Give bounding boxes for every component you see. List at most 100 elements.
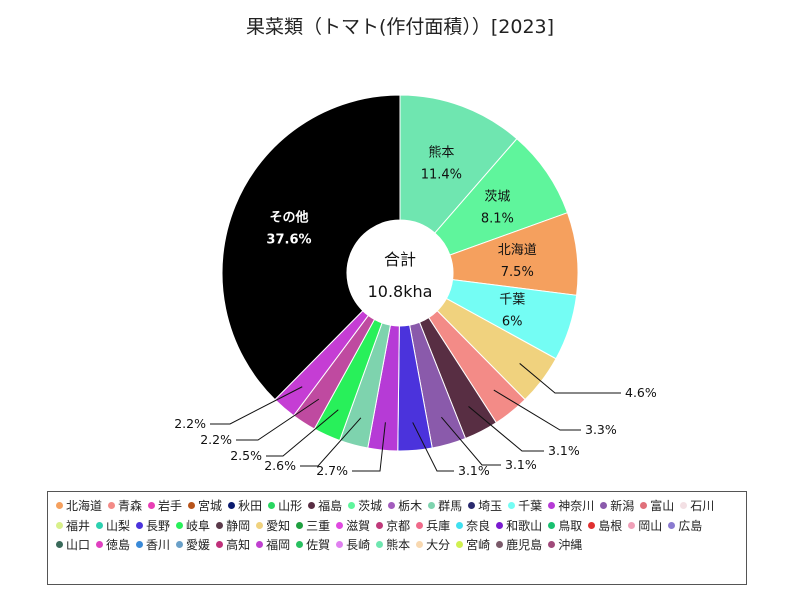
legend-label: 神奈川 [558,499,595,514]
legend-label: 鹿児島 [506,538,543,553]
leader-line [519,363,621,394]
legend-label: 滋賀 [346,518,371,533]
legend-label: 岡山 [638,518,663,533]
legend-item: 神奈川 [548,496,594,516]
legend-item: 徳島 [96,535,130,555]
legend-item: 京都 [376,516,410,536]
legend-item: 奈良 [456,516,490,536]
legend-swatch [496,541,504,549]
slice-name-label: 茨城 [484,189,510,204]
chart-title: 果菜類（トマト(作付面積））[2023] [245,16,555,38]
center-value: 10.8kha [368,282,433,301]
legend-swatch [96,541,104,549]
legend-item: 鹿児島 [496,535,542,555]
legend-item: 佐賀 [296,535,330,555]
legend-item: 沖縄 [548,535,582,555]
leader-line [300,417,362,467]
legend-label: 鳥取 [558,518,583,533]
slice-name-label: 千葉 [499,292,525,307]
legend-swatch [296,521,304,529]
legend-label: 岐阜 [186,518,211,533]
slice-value-label: 4.6% [625,385,657,400]
legend-swatch [176,541,184,549]
legend-item: 岐阜 [176,516,210,536]
legend-item: 埼玉 [468,496,502,516]
legend-label: 群馬 [438,499,463,514]
legend-swatch [56,541,63,549]
legend-swatch [96,521,104,529]
slice-value-label: 3.1% [458,463,490,478]
slice-value-label: 37.6% [266,232,311,247]
legend-swatch [508,502,516,510]
legend-label: 宮城 [198,499,223,514]
legend-label: 愛媛 [186,538,211,553]
legend-swatch [468,502,476,510]
legend-item: 山梨 [96,516,130,536]
pie-slice [399,94,518,234]
legend-item: 新潟 [600,496,634,516]
legend-swatch [548,502,556,510]
legend-label: 静岡 [226,518,251,533]
legend-item: 富山 [640,496,674,516]
leader-line [352,422,386,472]
legend-item: 茨城 [348,496,382,516]
legend-item: 岩手 [148,496,182,516]
leader-line [236,398,320,441]
legend-swatch [640,502,648,510]
legend-item: 愛知 [256,516,290,536]
legend-label: 香川 [146,538,171,553]
legend-swatch [628,521,636,529]
legend-swatch [296,541,304,549]
legend-item: 兵庫 [416,516,450,536]
legend-swatch [588,521,596,529]
legend-swatch [228,502,236,510]
slice-value-label: 2.7% [316,463,348,478]
slice-value-label: 8.1% [481,211,514,226]
legend-item: 広島 [668,516,702,536]
legend-item: 大分 [416,535,450,555]
legend-item: 宮崎 [456,535,490,555]
legend-label: 新潟 [610,499,635,514]
legend-label: 青森 [118,499,143,514]
legend-label: 奈良 [466,518,491,533]
legend-swatch [376,521,384,529]
legend-swatch [256,521,264,529]
leader-line [468,406,544,452]
legend-item: 静岡 [216,516,250,536]
legend-label: 島根 [598,518,623,533]
legend-item: 山口 [56,535,90,555]
legend-label: 茨城 [358,499,383,514]
legend-label: 岩手 [158,499,183,514]
legend-item: 石川 [680,496,714,516]
slice-value-label: 11.4% [421,167,462,182]
legend-swatch [416,541,424,549]
legend-swatch [416,521,424,529]
legend-swatch [668,521,676,529]
legend-item: 愛媛 [176,535,210,555]
legend-label: 福島 [318,499,343,514]
legend-label: 兵庫 [426,518,451,533]
legend-swatch [548,541,556,549]
legend-item: 和歌山 [496,516,542,536]
slice-value-label: 3.1% [505,457,537,472]
center-label: 合計 [384,250,416,269]
slice-value-label: 2.5% [230,448,262,463]
legend-swatch [216,541,224,549]
legend-swatch [216,521,224,529]
legend-swatch [428,502,436,510]
legend-swatch [388,502,396,510]
legend-label: 大分 [426,538,451,553]
legend-label: 愛知 [266,518,291,533]
legend-swatch [680,502,688,510]
legend-label: 石川 [690,499,715,514]
legend-item: 島根 [588,516,622,536]
legend-item: 福井 [56,516,90,536]
legend-swatch [336,521,344,529]
legend-swatch [496,521,504,529]
legend-swatch [188,502,196,510]
legend-item: 福島 [308,496,342,516]
legend-label: 長野 [146,518,171,533]
legend-item: 三重 [296,516,330,536]
slice-value-label: 3.1% [548,443,580,458]
leader-line [266,409,339,457]
